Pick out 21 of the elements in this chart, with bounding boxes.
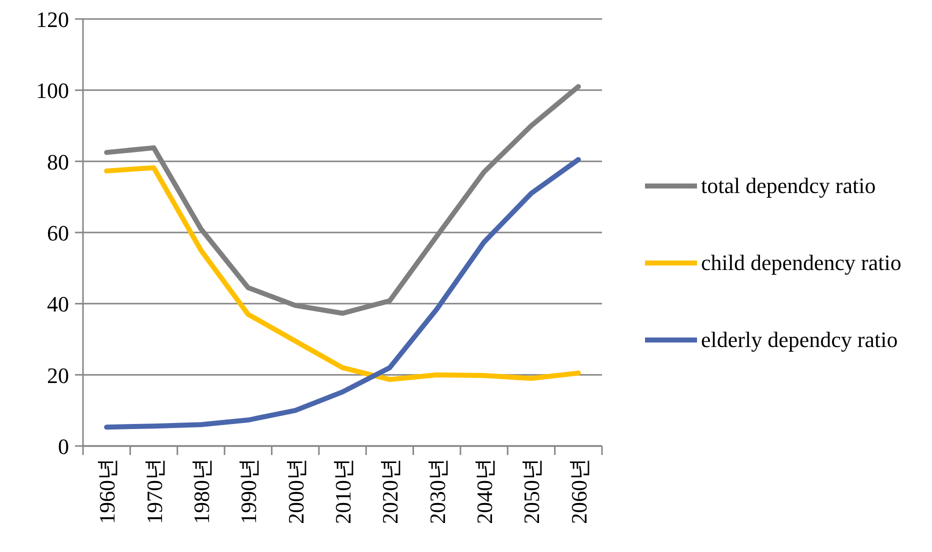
x-tick-label: 2000년 xyxy=(283,458,308,524)
y-tick-label: 100 xyxy=(36,78,69,104)
y-tick-label: 120 xyxy=(36,7,69,32)
x-tick-label: 1990년 xyxy=(236,458,262,524)
x-tick-label: 2060년 xyxy=(566,458,592,524)
y-tick-label: 60 xyxy=(47,220,69,246)
y-tick-label: 40 xyxy=(47,292,69,317)
x-tick-label: 1980년 xyxy=(188,458,214,524)
x-tick-label: 1970년 xyxy=(142,458,167,524)
y-tick-label: 0 xyxy=(58,434,69,459)
x-tick-label: 2030년 xyxy=(424,458,450,524)
x-tick-label: 2020년 xyxy=(378,458,403,524)
x-tick-label: 1960년 xyxy=(94,458,120,524)
x-tick-label: 2010년 xyxy=(330,458,356,524)
y-tick-label: 80 xyxy=(47,149,69,174)
legend-label: child dependency ratio xyxy=(701,250,902,275)
y-tick-label: 20 xyxy=(47,362,69,388)
legend-label: elderly dependcy ratio xyxy=(701,327,898,352)
x-tick-label: 2050년 xyxy=(519,458,544,524)
x-tick-label: 2040년 xyxy=(472,458,498,524)
legend-label: total dependcy ratio xyxy=(701,173,876,198)
